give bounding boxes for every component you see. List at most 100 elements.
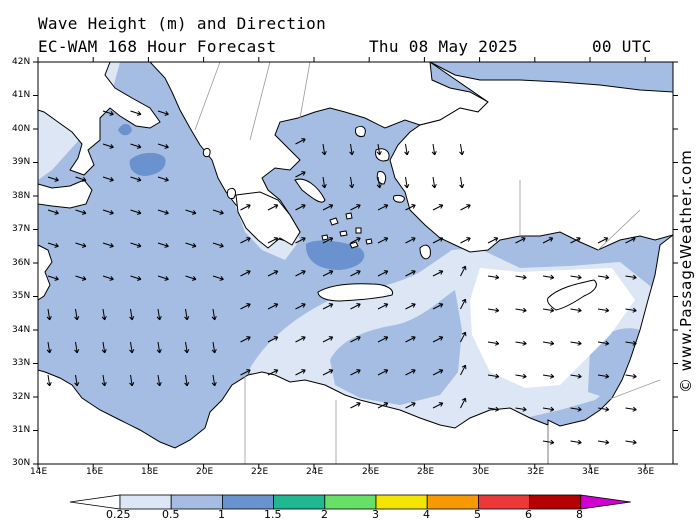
arrow-icon	[542, 237, 554, 244]
lat-label: 40N	[12, 124, 31, 134]
arrow-icon	[184, 374, 190, 387]
arrow-icon	[267, 303, 279, 310]
credit-text: © www.PassageWeather.com	[677, 149, 695, 393]
arrow-icon	[211, 308, 217, 321]
sea-zone-calm	[470, 268, 635, 388]
arrow-icon	[625, 406, 637, 412]
arrow-icon	[74, 374, 80, 387]
legend-label: 0.25	[106, 508, 131, 521]
lon-label: 18E	[141, 467, 159, 477]
arrow-icon	[47, 275, 59, 281]
arrow-icon	[240, 336, 251, 343]
arrow-icon	[487, 274, 500, 280]
lon-label: 30E	[472, 467, 490, 477]
arrow-icon	[212, 242, 224, 248]
lat-label: 31N	[12, 425, 31, 435]
arrow-icon	[74, 308, 80, 321]
island-kefalonia	[226, 187, 236, 199]
legend-label: 6	[525, 508, 532, 521]
arrow-icon	[47, 209, 59, 215]
arrow-icon	[267, 237, 279, 244]
arrow-icon	[432, 369, 444, 376]
arrow-icon	[321, 143, 327, 156]
arrow-icon	[295, 138, 306, 145]
arrow-icon	[350, 237, 361, 244]
arrow-icon	[130, 110, 142, 116]
arrow-icon	[101, 374, 107, 387]
island-corfu	[202, 147, 211, 158]
island-chios	[376, 171, 387, 185]
arrow-icon	[377, 204, 389, 211]
arrow-icon	[211, 341, 217, 354]
legend-swatch	[580, 494, 631, 510]
arrow-icon	[625, 274, 637, 280]
arrow-icon	[460, 265, 467, 277]
arrow-icon	[431, 176, 437, 189]
forecast-model: EC-WAM 168 Hour Forecast	[38, 37, 277, 56]
arrow-icon	[377, 369, 389, 376]
arrow-icon	[130, 209, 142, 215]
arrow-icon	[597, 340, 610, 346]
lon-label: 34E	[582, 467, 600, 477]
legend-label: 0.5	[162, 508, 180, 521]
arrow-icon	[350, 402, 361, 409]
arrow-icon	[542, 439, 555, 445]
island-lemnos	[355, 125, 366, 137]
arrow-icon	[597, 373, 610, 379]
arrow-icon	[322, 303, 334, 310]
arrow-icon	[212, 209, 224, 215]
island-lesbos	[375, 148, 390, 162]
island-samos	[393, 195, 405, 203]
arrow-icon	[515, 237, 526, 244]
arrow-icon	[102, 143, 114, 149]
arrow-icon	[74, 341, 80, 354]
arrow-icon	[625, 439, 637, 445]
arrow-icon	[377, 270, 389, 277]
arrow-icon	[376, 143, 382, 156]
arrow-icon	[295, 270, 306, 277]
arrow-icon	[597, 406, 610, 412]
lon-label: 32E	[527, 467, 545, 477]
arrow-icon	[157, 110, 169, 116]
arrow-icon	[47, 242, 59, 248]
arrow-icon	[129, 341, 135, 354]
arrow-icon	[432, 237, 444, 244]
arrow-icon	[295, 204, 306, 211]
arrow-icon	[267, 369, 279, 376]
lat-label: 39N	[12, 157, 31, 167]
arrow-icon	[459, 143, 465, 156]
island-euboea	[294, 178, 326, 203]
arrow-icon	[432, 270, 444, 277]
island-crete	[317, 283, 394, 302]
arrow-icon	[322, 336, 334, 343]
arrow-icon	[185, 209, 197, 215]
arrow-icon	[240, 237, 251, 244]
arrow-icon	[404, 143, 410, 156]
arrow-icon	[157, 209, 169, 215]
lon-label: 22E	[251, 467, 269, 477]
forecast-date: Thu 08 May 2025	[369, 37, 518, 56]
arrow-icon	[184, 341, 190, 354]
arrow-icon	[75, 275, 87, 281]
arrow-icon	[102, 110, 114, 116]
lon-label: 24E	[306, 467, 324, 477]
graticule	[33, 57, 678, 469]
country-borders	[194, 61, 661, 464]
arrow-icon	[460, 331, 467, 343]
arrow-icon	[129, 308, 135, 321]
arrow-icon	[570, 340, 582, 346]
arrow-icon	[295, 171, 306, 178]
sea-zone-mid	[330, 290, 462, 405]
arrow-icon	[157, 176, 169, 182]
arrow-icon	[75, 176, 87, 182]
chart-title: Wave Height (m) and Direction	[38, 14, 327, 33]
arrow-icon	[129, 374, 135, 387]
arrow-icon	[625, 307, 637, 313]
arrow-icon	[459, 176, 465, 189]
arrow-icon	[156, 308, 162, 321]
arrow-icon	[157, 242, 169, 248]
arrow-icon	[130, 176, 142, 182]
sea-zone-mid	[588, 328, 640, 400]
arrow-icon	[515, 340, 527, 346]
lat-label: 41N	[12, 90, 31, 100]
